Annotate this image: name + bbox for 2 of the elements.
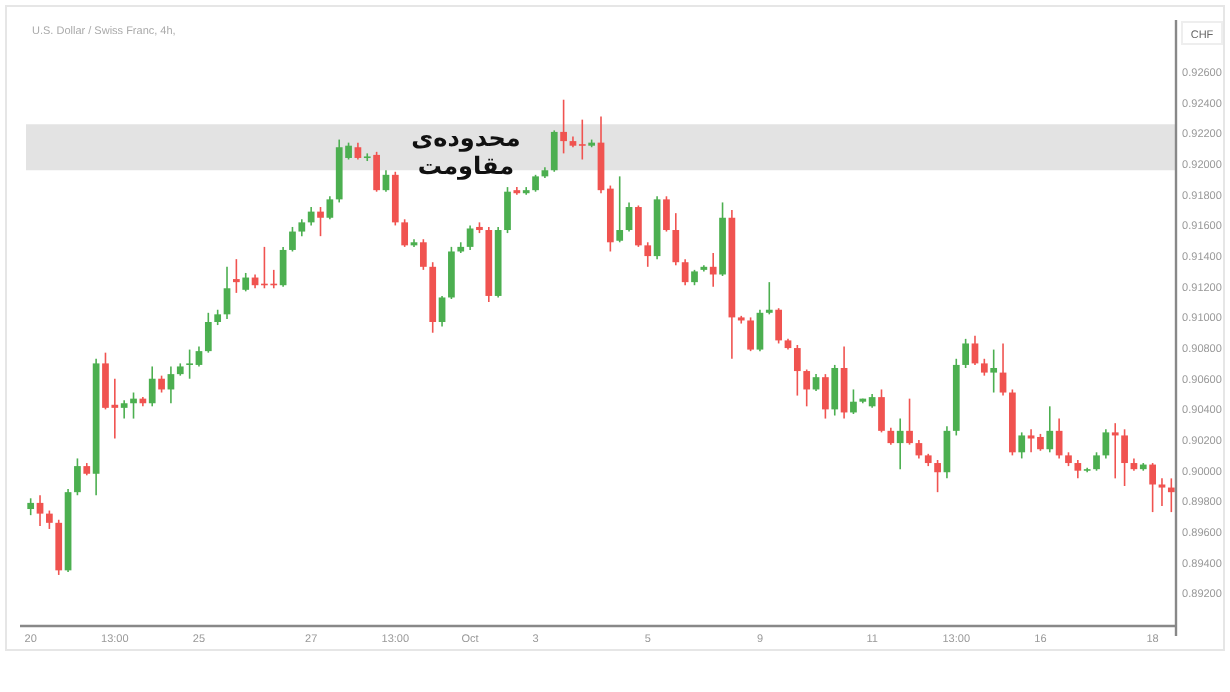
band: محدوده‌ی مقاومت	[26, 124, 1176, 181]
band-label: محدوده‌ی مقاومت	[411, 124, 521, 181]
